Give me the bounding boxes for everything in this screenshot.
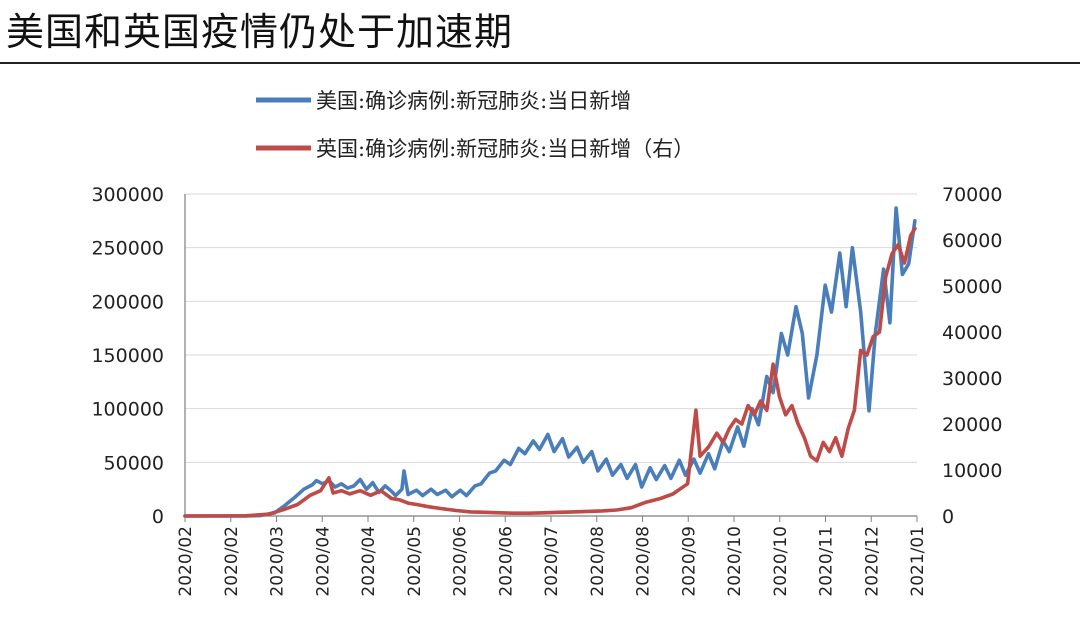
x-tick-label: 2020/11: [817, 526, 837, 597]
x-tick-label: 2020/12: [862, 526, 882, 597]
y-left-tick-label: 250000: [91, 238, 164, 260]
y-left-tick-label: 150000: [91, 345, 164, 367]
x-tick-label: 2020/06: [496, 526, 516, 597]
axes: [184, 194, 918, 522]
y-right-tick-label: 10000: [942, 460, 1002, 482]
x-tick-label: 2020/06: [451, 526, 471, 597]
y-right-tick-label: 50000: [942, 276, 1002, 298]
series-layer: [183, 206, 917, 518]
x-tick-label: 2020/03: [268, 526, 288, 597]
y-left-tick-label: 300000: [91, 184, 164, 206]
x-tick-label: 2020/10: [771, 526, 791, 597]
y-left-tick-label: 0: [152, 506, 164, 528]
series-line-us: [183, 206, 917, 518]
x-tick-label: 2020/04: [313, 526, 333, 597]
legend: 美国:确诊病例:新冠肺炎:当日新增 英国:确诊病例:新冠肺炎:当日新增（右）: [256, 89, 694, 161]
x-tick-label: 2020/10: [725, 526, 745, 597]
x-tick-label: 2020/08: [634, 526, 654, 597]
x-tick-label: 2020/02: [222, 526, 242, 597]
y-right-tick-label: 60000: [942, 230, 1002, 252]
series-line-uk: [183, 226, 917, 518]
x-tick-label: 2020/08: [588, 526, 608, 597]
grid-lines: [185, 193, 917, 463]
x-tick-label: 2021/01: [908, 526, 928, 597]
x-tick-label: 2020/05: [405, 526, 425, 597]
x-tick-label: 2020/02: [176, 526, 196, 597]
y-right-tick-label: 40000: [942, 322, 1002, 344]
y-left-tick-label: 50000: [104, 452, 164, 474]
y-right-tick-label: 0: [942, 506, 954, 528]
y-right-tick-label: 20000: [942, 414, 1002, 436]
chart-title: 美国和英国疫情仍处于加速期: [6, 10, 514, 54]
title-divider: [0, 62, 1080, 64]
x-tick-label: 2020/04: [359, 526, 379, 597]
y-right-tick-label: 70000: [942, 184, 1002, 206]
legend-label-us: 美国:确诊病例:新冠肺炎:当日新增: [316, 89, 631, 113]
y-left-tick-label: 200000: [91, 291, 164, 313]
y-right-tick-label: 30000: [942, 368, 1002, 390]
y-left-tick-label: 100000: [91, 399, 164, 421]
tick-labels: 0 50000 100000 150000 200000 250000 300000 0 100…: [91, 184, 1002, 597]
x-tick-label: 2020/07: [542, 526, 562, 597]
legend-label-uk: 英国:确诊病例:新冠肺炎:当日新增（右）: [316, 137, 694, 161]
x-tick-label: 2020/09: [679, 526, 699, 597]
